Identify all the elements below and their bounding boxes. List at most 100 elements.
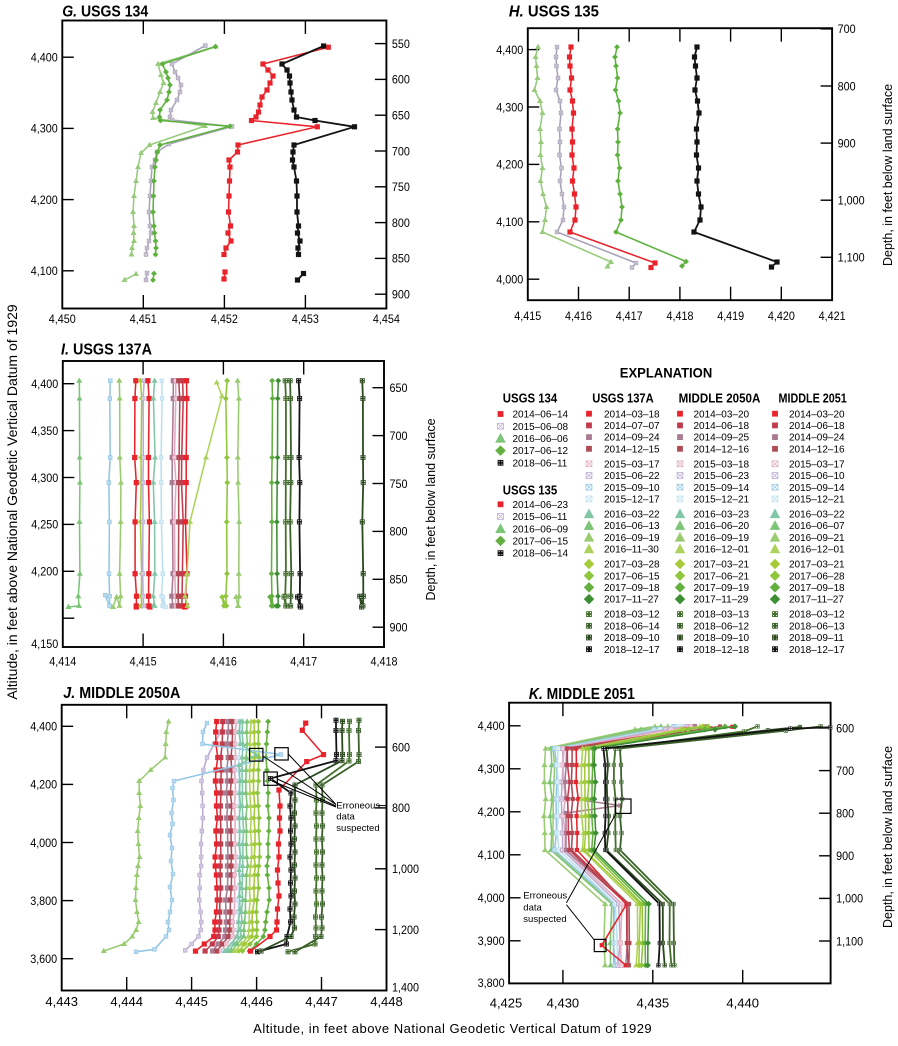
svg-text:4,430: 4,430 (547, 995, 580, 1010)
svg-text:4,440: 4,440 (726, 995, 759, 1010)
svg-text:2014–03–20: 2014–03–20 (789, 409, 845, 420)
svg-text:2015–09–10: 2015–09–10 (604, 483, 660, 494)
svg-text:4,447: 4,447 (305, 994, 338, 1009)
svg-text:2018–12–18: 2018–12–18 (694, 645, 750, 656)
svg-text:3,600: 3,600 (30, 952, 57, 966)
svg-text:4,454: 4,454 (373, 312, 400, 326)
svg-text:2014–06–18: 2014–06–18 (694, 421, 750, 432)
svg-text:2016–11–30: 2016–11–30 (604, 545, 659, 556)
svg-text:4,200: 4,200 (31, 193, 58, 207)
svg-text:1,100: 1,100 (838, 251, 865, 265)
svg-text:2018–12–17: 2018–12–17 (604, 645, 660, 656)
svg-text:4,416: 4,416 (210, 654, 237, 668)
svg-text:4,417: 4,417 (290, 654, 317, 668)
svg-text:700: 700 (392, 144, 410, 158)
svg-text:4,419: 4,419 (717, 309, 744, 323)
svg-text:Altitude, in feet above Nation: Altitude, in feet above National Geodeti… (253, 1021, 652, 1036)
svg-text:700: 700 (838, 22, 856, 36)
svg-text:4,000: 4,000 (496, 273, 523, 287)
svg-text:data: data (523, 903, 542, 914)
svg-text:2015–12–17: 2015–12–17 (604, 495, 660, 506)
svg-text:4,400: 4,400 (478, 719, 505, 733)
svg-text:4,453: 4,453 (292, 312, 319, 326)
svg-text:4,445: 4,445 (175, 994, 208, 1009)
svg-text:800: 800 (838, 79, 856, 93)
svg-text:Erroneous: Erroneous (523, 891, 567, 902)
svg-text:2017–09–18: 2017–09–18 (789, 583, 845, 594)
svg-text:4,420: 4,420 (768, 309, 795, 323)
svg-text:USGS 135: USGS 135 (503, 483, 558, 498)
svg-text:2016–06–09: 2016–06–09 (513, 524, 569, 535)
svg-text:4,400: 4,400 (30, 720, 57, 734)
svg-text:3,900: 3,900 (478, 934, 505, 948)
svg-text:4,100: 4,100 (31, 264, 58, 278)
svg-text:2017–06–28: 2017–06–28 (789, 571, 845, 582)
svg-text:4,250: 4,250 (31, 518, 58, 532)
svg-text:2016–06–06: 2016–06–06 (513, 434, 569, 445)
svg-text:2017–11–27: 2017–11–27 (789, 595, 844, 606)
svg-text:900: 900 (392, 288, 410, 302)
svg-text:Erroneous: Erroneous (336, 801, 380, 812)
svg-text:4,425: 4,425 (490, 995, 523, 1010)
svg-text:4,300: 4,300 (496, 100, 523, 114)
svg-text:800: 800 (390, 525, 408, 539)
svg-text:2017–06–12: 2017–06–12 (513, 446, 569, 457)
svg-text:2014–06–18: 2014–06–18 (789, 421, 845, 432)
svg-text:2015–09–14: 2015–09–14 (789, 483, 845, 494)
svg-text:2016–06–07: 2016–06–07 (789, 521, 845, 532)
svg-text:2017–03–21: 2017–03–21 (694, 560, 750, 571)
svg-text:H. USGS 135: H. USGS 135 (509, 4, 599, 21)
svg-text:2014–09–24: 2014–09–24 (789, 433, 845, 444)
svg-text:1,200: 1,200 (392, 923, 419, 937)
svg-text:2017–09–19: 2017–09–19 (694, 583, 750, 594)
svg-text:650: 650 (390, 381, 408, 395)
svg-text:700: 700 (390, 429, 408, 443)
svg-text:1,000: 1,000 (838, 194, 865, 208)
svg-text:4,421: 4,421 (819, 309, 846, 323)
svg-text:G. USGS 134: G. USGS 134 (62, 4, 148, 21)
svg-text:900: 900 (836, 849, 854, 863)
svg-text:4,350: 4,350 (31, 424, 58, 438)
svg-text:4,414: 4,414 (49, 654, 76, 668)
svg-text:2018–06–14: 2018–06–14 (513, 549, 569, 560)
svg-text:600: 600 (836, 721, 854, 735)
svg-text:2018–09–10: 2018–09–10 (694, 633, 750, 644)
svg-text:4,452: 4,452 (211, 312, 238, 326)
svg-text:800: 800 (392, 216, 410, 230)
svg-text:2017–03–28: 2017–03–28 (604, 560, 660, 571)
svg-text:2016–03–22: 2016–03–22 (789, 510, 845, 521)
svg-text:2014–09–25: 2014–09–25 (694, 433, 750, 444)
svg-text:2017–06–15: 2017–06–15 (604, 571, 660, 582)
svg-text:2016–09–19: 2016–09–19 (604, 533, 660, 544)
svg-text:2014–12–16: 2014–12–16 (789, 444, 845, 455)
svg-text:700: 700 (836, 764, 854, 778)
svg-text:2016–06–13: 2016–06–13 (604, 521, 660, 532)
svg-text:2016–09–21: 2016–09–21 (789, 533, 845, 544)
svg-text:2018–03–13: 2018–03–13 (694, 610, 750, 621)
svg-text:4,451: 4,451 (130, 312, 157, 326)
svg-text:4,448: 4,448 (370, 994, 403, 1009)
svg-text:900: 900 (838, 136, 856, 150)
svg-text:4,000: 4,000 (30, 836, 57, 850)
svg-text:Depth, in feet below land surf: Depth, in feet below land surface (424, 418, 438, 600)
svg-text:2014–09–24: 2014–09–24 (604, 433, 660, 444)
svg-text:2016–09–19: 2016–09–19 (694, 533, 750, 544)
svg-text:2017–11–27: 2017–11–27 (604, 595, 659, 606)
svg-text:650: 650 (392, 109, 410, 123)
svg-text:suspected: suspected (336, 823, 379, 834)
svg-text:K. MIDDLE 2051: K. MIDDLE 2051 (529, 686, 635, 703)
svg-text:2016–12–01: 2016–12–01 (694, 545, 750, 556)
svg-text:2018–06–14: 2018–06–14 (604, 621, 660, 632)
svg-text:2015–03–18: 2015–03–18 (694, 459, 750, 470)
svg-text:3,800: 3,800 (30, 894, 57, 908)
svg-text:2014–12–16: 2014–12–16 (694, 444, 750, 455)
svg-text:600: 600 (392, 740, 410, 754)
svg-text:2016–03–23: 2016–03–23 (694, 510, 750, 521)
svg-text:MIDDLE 2051: MIDDLE 2051 (779, 391, 847, 406)
svg-text:2016–03–22: 2016–03–22 (604, 510, 660, 521)
svg-text:4,443: 4,443 (45, 994, 78, 1009)
svg-text:4,444: 4,444 (110, 994, 143, 1009)
svg-text:4,000: 4,000 (478, 891, 505, 905)
svg-text:Altitude, in feet above Nation: Altitude, in feet above National Geodeti… (4, 304, 20, 700)
svg-text:4,450: 4,450 (49, 312, 76, 326)
